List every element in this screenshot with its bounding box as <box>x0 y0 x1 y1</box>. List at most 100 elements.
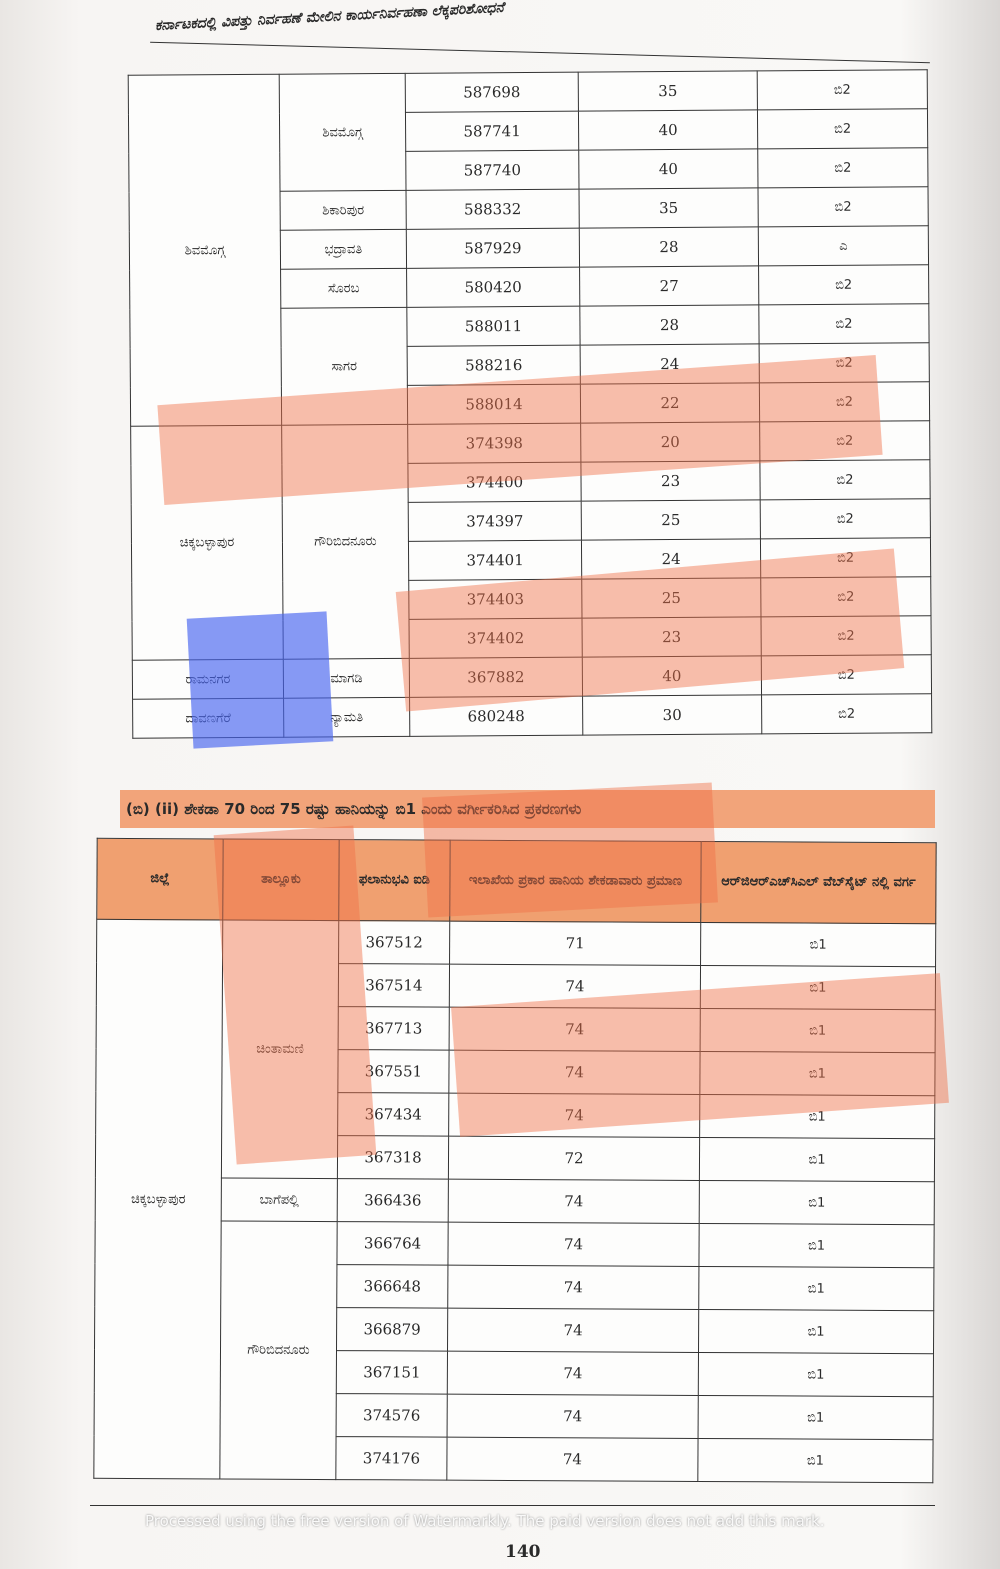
damage-percent-cell: 22 <box>580 382 760 424</box>
taluk-cell: ಮಾಗಡಿ <box>283 658 410 699</box>
category-cell: ಬಿ2 <box>760 537 931 578</box>
damage-percent-cell: 74 <box>447 1265 699 1310</box>
damage-percent-cell: 30 <box>582 694 762 736</box>
category-cell: ಬಿ2 <box>757 186 929 227</box>
upper-table: ಶಿವಮೊಗ್ಗ ಶಿವಮೊಗ್ಗ 587698 35 ಬಿ2 587741 40 ಬಿ2 58… <box>127 69 933 739</box>
table-row: ಗೌರಿಬಿದನೂರು 366764 74 ಬಿ1 <box>95 1220 935 1480</box>
lower-table: ಜಿಲ್ಲೆ ತಾಲ್ಲೂಕು ಫಲಾನುಭವಿ ಐಡಿ ಇಲಾಖೆಯ ಪ್ರಕ… <box>93 837 937 1484</box>
category-cell: ಬಿ2 <box>761 654 932 695</box>
table-row: ಶಿವಮೊಗ್ಗ ಶಿವಮೊಗ್ಗ 587698 35 ಬಿ2 <box>128 69 928 427</box>
category-cell: ಬಿ1 <box>700 965 936 1010</box>
beneficiary-id-cell: 367551 <box>337 1049 450 1094</box>
taluk-cell: ಸೊರಬ <box>280 268 407 309</box>
damage-percent-cell: 27 <box>579 265 759 307</box>
damage-percent-cell: 23 <box>580 460 761 502</box>
beneficiary-id-cell: 367434 <box>337 1092 449 1137</box>
header-taluk: ತಾಲ್ಲೂಕು <box>222 838 340 921</box>
damage-percent-cell: 72 <box>448 1136 700 1181</box>
category-cell: ಬಿ1 <box>698 1266 934 1311</box>
category-cell: ಬಿ2 <box>759 342 930 383</box>
beneficiary-id-cell: 374403 <box>408 579 582 620</box>
damage-percent-cell: 71 <box>449 921 701 966</box>
beneficiary-id-cell: 588011 <box>406 306 581 347</box>
category-cell: ಬಿ1 <box>698 1223 935 1268</box>
beneficiary-id-cell: 580420 <box>406 267 580 308</box>
beneficiary-id-cell: 367713 <box>338 1006 450 1051</box>
category-cell: ಬಿ2 <box>757 108 928 149</box>
table-row: ದಾವಣಗೆರೆ ನ್ಯಾಮತಿ 680248 30 ಬಿ2 <box>132 693 932 739</box>
category-cell: ಎ <box>758 225 929 266</box>
beneficiary-id-cell: 587740 <box>405 150 580 191</box>
category-cell: ಬಿ2 <box>760 615 932 656</box>
beneficiary-id-cell: 374576 <box>336 1393 448 1438</box>
damage-percent-cell: 40 <box>578 148 758 190</box>
category-cell: ಬಿ1 <box>697 1438 934 1483</box>
damage-percent-cell: 74 <box>446 1437 699 1482</box>
beneficiary-id-cell: 587741 <box>405 111 579 152</box>
damage-percent-cell: 28 <box>579 226 759 268</box>
category-cell: ಬಿ2 <box>759 420 930 461</box>
beneficiary-id-cell: 588014 <box>407 384 581 425</box>
category-cell: ಬಿ1 <box>700 1008 936 1053</box>
beneficiary-id-cell: 367514 <box>338 963 450 1008</box>
beneficiary-id-cell: 374400 <box>407 462 582 503</box>
beneficiary-id-cell: 588216 <box>407 345 581 386</box>
category-cell: ಬಿ2 <box>760 576 931 617</box>
damage-percent-cell: 35 <box>579 187 759 229</box>
header-beneficiary-id: ಫಲಾನುಭವಿ ಐಡಿ <box>338 839 451 922</box>
beneficiary-id-cell: 366879 <box>336 1307 448 1352</box>
damage-percent-cell: 23 <box>581 616 762 658</box>
damage-percent-cell: 74 <box>447 1351 699 1396</box>
damage-percent-cell: 74 <box>447 1222 700 1267</box>
damage-percent-cell: 25 <box>581 577 761 619</box>
watermark: Processed using the free version of Wate… <box>145 1512 825 1530</box>
category-cell: ಬಿ1 <box>699 1051 936 1096</box>
beneficiary-id-cell: 367151 <box>336 1350 448 1395</box>
category-cell: ಬಿ2 <box>760 498 931 539</box>
table-row: ಚಿಕ್ಕಬಳ್ಳಾಪುರ ಗೌರಿಬಿದನೂರು 374398 20 ಬಿ2 <box>130 420 930 661</box>
beneficiary-id-cell: 366436 <box>337 1178 449 1223</box>
table-row: ಬಾಗೆಪಲ್ಲಿ 366436 74 ಬಿ1 <box>95 1177 935 1225</box>
beneficiary-id-cell: 587929 <box>406 228 580 269</box>
taluk-cell: ಭದ್ರಾವತಿ <box>280 229 407 270</box>
section-heading: (ಬಿ) (ii) ಶೇಕಡಾ 70 ರಿಂದ 75 ರಷ್ಟು ಹಾನಿಯನ್… <box>120 790 935 828</box>
category-cell: ಬಿ1 <box>698 1352 934 1397</box>
damage-percent-cell: 74 <box>448 1050 701 1095</box>
beneficiary-id-cell: 374398 <box>407 423 581 464</box>
header-category: ಆರ್‌ಜಿಆರ್‌ಎಚ್‌ಸಿಎಲ್ ವೆಬ್‌ಸೈಟ್ ನಲ್ಲಿ ವರ್ಗ <box>700 841 937 924</box>
taluk-cell: ಬಾಗೆಪಲ್ಲಿ <box>221 1177 338 1222</box>
damage-percent-cell: 24 <box>580 343 760 385</box>
beneficiary-id-cell: 587698 <box>405 72 579 113</box>
damage-percent-cell: 74 <box>448 1179 700 1224</box>
taluk-cell: ಗೌರಿಬಿದನೂರು <box>219 1220 338 1480</box>
damage-percent-cell: 25 <box>581 499 761 541</box>
category-cell: ಬಿ1 <box>699 1180 935 1225</box>
taluk-cell: ಚಿಂತಾಮಣಿ <box>221 919 339 1179</box>
running-head: ಕರ್ನಾಟಕದಲ್ಲಿ ವಿಪತ್ತು ನಿರ್ವಹಣೆ ಮೇಲಿನ ಕಾರ್… <box>154 0 505 34</box>
category-cell: ಬಿ2 <box>759 381 930 422</box>
header-rule <box>150 41 930 64</box>
damage-percent-cell: 74 <box>448 1093 700 1138</box>
category-cell: ಬಿ2 <box>758 303 930 344</box>
category-cell: ಬಿ1 <box>700 922 936 967</box>
category-cell: ಬಿ2 <box>757 147 928 188</box>
taluk-cell: ನ್ಯಾಮತಿ <box>283 697 410 738</box>
damage-percent-cell: 74 <box>449 964 701 1009</box>
beneficiary-id-cell: 367882 <box>409 657 583 698</box>
district-cell: ಶಿವಮೊಗ್ಗ <box>128 74 282 427</box>
category-cell: ಬಿ2 <box>758 264 929 305</box>
taluk-cell: ಶಿಕಾರಿಪುರ <box>280 190 407 231</box>
damage-percent-cell: 20 <box>580 421 760 463</box>
category-cell: ಬಿ2 <box>759 459 931 500</box>
damage-percent-cell: 40 <box>578 109 758 151</box>
damage-percent-cell: 74 <box>447 1308 699 1353</box>
beneficiary-id-cell: 367318 <box>337 1135 449 1180</box>
damage-percent-cell: 74 <box>447 1394 699 1439</box>
beneficiary-id-cell: 374401 <box>408 540 582 581</box>
header-damage-percent: ಇಲಾಖೆಯ ಪ್ರಕಾರ ಹಾನಿಯ ಶೇಕಡಾವಾರು ಪ್ರಮಾಣ <box>449 840 702 923</box>
beneficiary-id-cell: 366648 <box>336 1264 448 1309</box>
beneficiary-id-cell: 374176 <box>335 1436 448 1481</box>
damage-percent-cell: 28 <box>579 304 760 346</box>
district-cell: ರಾಮನಗರ <box>132 659 284 700</box>
